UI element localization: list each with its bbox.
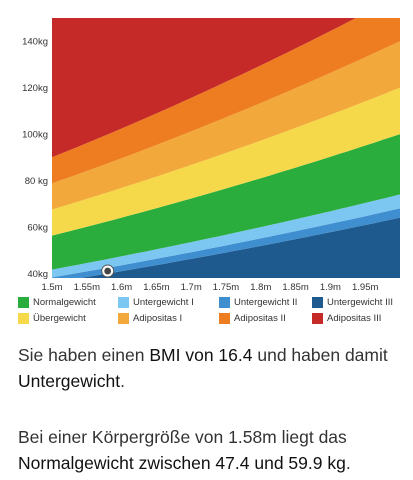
y-tick-label: 100kg [22, 130, 48, 141]
x-tick-label: 1,6m [111, 282, 132, 290]
bmi-result-text: Sie haben einen BMI von 16.4 und haben d… [18, 342, 408, 394]
legend-label: Untergewicht II [234, 297, 298, 308]
legend-label: Normalgewicht [33, 297, 96, 308]
legend-swatch [18, 297, 29, 308]
legend-label: Untergewicht III [327, 297, 393, 308]
legend-label: Adipositas III [327, 313, 382, 324]
legend-swatch [118, 313, 129, 324]
y-tick-label: 40kg [27, 269, 48, 280]
normal-suffix: . [345, 453, 351, 473]
bmi-bands [52, 18, 400, 278]
y-tick-label: 60kg [27, 222, 48, 233]
legend-swatch [219, 313, 230, 324]
x-tick-label: 1,9m [320, 282, 341, 290]
legend-item-untergewicht-2: Untergewicht II [219, 297, 312, 308]
x-tick-label: 1,5m [41, 282, 62, 290]
legend-swatch [312, 297, 323, 308]
band-untergewicht-iii [80, 217, 400, 278]
band-untergewicht-i [52, 194, 400, 278]
legend-swatch [118, 297, 129, 308]
y-tick-label: 80 kg [25, 176, 48, 187]
legend-item-untergewicht-3: Untergewicht III [312, 297, 410, 308]
band--bergewicht [52, 87, 400, 236]
band-adipositas-iii [52, 18, 356, 158]
x-tick-label: 1,75m [213, 282, 239, 290]
legend-swatch [312, 313, 323, 324]
normal-prefix: Bei einer Körpergröße von 1.58m liegt da… [18, 427, 347, 447]
result-prefix: Sie haben einen [18, 345, 150, 365]
y-tick-label: 120kg [22, 83, 48, 94]
legend-label: Untergewicht I [133, 297, 194, 308]
legend-item-adipositas-3: Adipositas III [312, 313, 410, 324]
x-tick-label: 1,95m [352, 282, 378, 290]
x-tick-label: 1,7m [181, 282, 202, 290]
y-axis-ticks: 40kg 60kg 80 kg 100kg 120kg 140kg [22, 37, 48, 280]
legend-item-adipositas-2: Adipositas II [219, 313, 312, 324]
x-tick-label: 1,65m [143, 282, 169, 290]
chart-legend: Normalgewicht Untergewicht I Untergewich… [18, 297, 410, 324]
legend-item-adipositas-1: Adipositas I [118, 313, 219, 324]
result-middle: und haben damit [252, 345, 388, 365]
legend-item-uebergewicht: Übergewicht [18, 313, 118, 324]
marker-dot [104, 267, 112, 275]
x-axis-ticks: 1,5m 1,55m 1,6m 1,65m 1,7m 1,75m 1,8m 1,85m 1,9m… [41, 282, 378, 290]
bmi-category: Untergewicht [18, 371, 121, 391]
x-tick-label: 1,55m [74, 282, 100, 290]
normal-weight-range: Normalgewicht zwischen 47.4 und 59.9 kg [18, 453, 346, 473]
band-normalgewicht [52, 134, 400, 270]
x-tick-label: 1,8m [250, 282, 271, 290]
legend-swatch [219, 297, 230, 308]
current-bmi-marker [101, 264, 115, 278]
result-suffix: . [120, 371, 126, 391]
x-tick-label: 1,85m [282, 282, 308, 290]
normal-weight-text: Bei einer Körpergröße von 1.58m liegt da… [18, 424, 408, 476]
y-tick-label: 140kg [22, 37, 48, 48]
legend-item-normalgewicht: Normalgewicht [18, 297, 118, 308]
legend-label: Adipositas I [133, 313, 183, 324]
band-adipositas-i [52, 41, 400, 210]
band-adipositas-ii [52, 18, 400, 184]
legend-label: Übergewicht [33, 313, 86, 324]
legend-swatch [18, 313, 29, 324]
legend-label: Adipositas II [234, 313, 286, 324]
bmi-value: BMI von 16.4 [149, 345, 253, 365]
legend-item-untergewicht-1: Untergewicht I [118, 297, 219, 308]
